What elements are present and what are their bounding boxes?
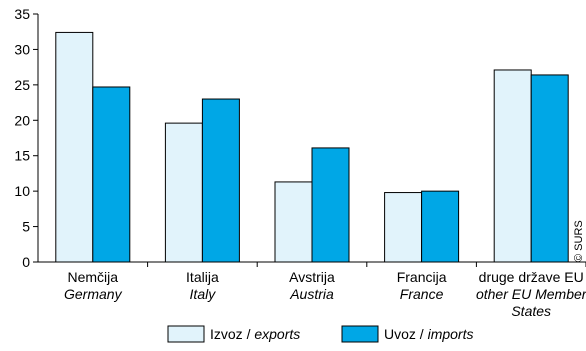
- bar-exports-0: [55, 31, 94, 263]
- y-tick-label: 15: [14, 148, 30, 164]
- legend-swatch-imports: [341, 325, 379, 343]
- category-label-en: Germany: [64, 286, 123, 302]
- category-label-en: Austria: [289, 286, 334, 302]
- category-label-sl: Italija: [186, 269, 219, 285]
- y-tick-label: 25: [14, 77, 30, 93]
- bar-exports-3: [384, 192, 423, 263]
- copyright-credit: © SURS: [573, 220, 585, 262]
- category-label-sl: Francija: [397, 269, 447, 285]
- y-tick-label: 20: [14, 112, 30, 128]
- bars: [55, 31, 569, 263]
- legend-label-imports: Uvoz / imports: [384, 326, 473, 342]
- y-tick-label: 30: [14, 41, 30, 57]
- y-tick-label: 10: [14, 183, 30, 199]
- bar-imports-3: [421, 190, 460, 263]
- bar-imports-4: [530, 74, 569, 263]
- bar-imports-0: [92, 86, 131, 263]
- category-label-en-2: States: [511, 303, 551, 319]
- legend-swatch-exports: [167, 325, 205, 343]
- y-axis: 0 5 10 15 20 25 30 35: [14, 6, 39, 270]
- bar-imports-1: [201, 98, 240, 263]
- bar-exports-4: [493, 69, 532, 263]
- category-label-sl: Nemčija: [68, 269, 119, 285]
- y-tick-label: 35: [14, 6, 30, 22]
- y-tick-label: 0: [22, 254, 30, 270]
- bar-exports-1: [164, 122, 203, 263]
- category-label-sl: Avstrija: [289, 269, 335, 285]
- y-tick-label: 5: [22, 219, 30, 235]
- legend: Izvoz / exports Uvoz / imports: [167, 325, 473, 343]
- category-label-en: other EU Member: [476, 286, 586, 302]
- category-label-en: France: [400, 286, 444, 302]
- category-label-sl: druge države EU: [479, 269, 584, 285]
- category-label-en: Italy: [190, 286, 217, 302]
- bar-imports-2: [311, 147, 350, 263]
- legend-label-exports: Izvoz / exports: [210, 326, 300, 342]
- bar-exports-2: [274, 181, 313, 263]
